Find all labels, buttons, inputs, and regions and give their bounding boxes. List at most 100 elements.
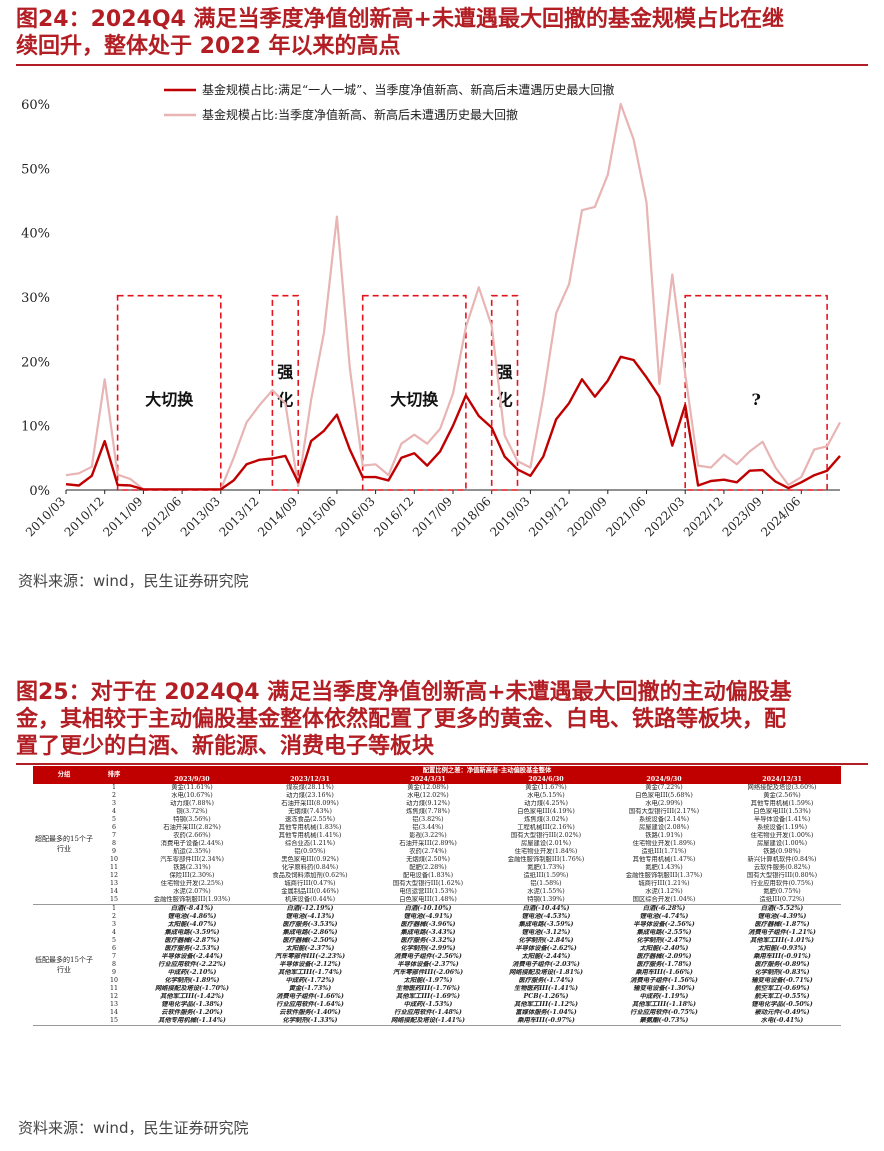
- rank-cell: 13: [109, 880, 118, 887]
- industry-cell: 其他军工III(-1.12%): [514, 1001, 578, 1008]
- industry-cell: 铝(0.95%): [294, 848, 326, 855]
- industry-cell: 城商行III(1.21%): [638, 880, 690, 887]
- table-row: 14 云软件服务(-1.20%) 云软件服务(-1.40%) 行业应用软件(-1.48…: [33, 1009, 841, 1017]
- industry-cell: 白色家电III(5.68%): [635, 792, 693, 799]
- table-row: 9 中成药(-2.10%) 其他军工III(-1.74%) 汽车零部件III(-2.0…: [33, 969, 841, 977]
- x-tick-label: 2022/03: [642, 494, 687, 539]
- industry-cell: 白色家电III(1.48%): [369, 896, 487, 905]
- industry-cell: 其他军工III(-1.01%): [750, 937, 814, 944]
- industry-cell: 化学制剂(-1.33%): [251, 1017, 369, 1026]
- industry-cell: 半导体设备(-2.37%): [397, 961, 459, 968]
- industry-cell: 航空军工(-0.69%): [754, 985, 810, 992]
- industry-cell: 其他专用机械(-1.14%): [133, 1017, 251, 1026]
- table-row: 13 锂电化学品(-1.38%) 行业应用软件(-1.64%) 中成药(-1.53%)…: [33, 1001, 841, 1009]
- rank-cell: 3: [111, 800, 116, 807]
- rank-cell: 2: [111, 913, 116, 920]
- fig24-source: 资料来源：wind，民生证券研究院: [18, 572, 249, 590]
- industry-cell: 聚氨酯(-0.73%): [605, 1017, 723, 1026]
- y-axis: 0% 10% 20% 30% 40% 50% 60%: [21, 98, 50, 499]
- industry-cell: 锂电化学品(-0.50%): [751, 1001, 813, 1008]
- fig25-title-rule: [16, 763, 868, 765]
- industry-cell: 国有大型银行III(2.02%): [510, 832, 582, 839]
- industry-cell: 金融性服饰制服III(1.76%): [507, 856, 585, 863]
- industry-cell: 网络接配及塔设(-1.41%): [369, 1017, 487, 1026]
- rank-cell: 14: [109, 888, 118, 895]
- industry-cell: 白酒(-10.44%): [522, 905, 570, 912]
- industry-cell: 行业应用软件(-0.75%): [630, 1009, 698, 1016]
- header-period: 2024/9/30: [605, 775, 723, 784]
- annotation-box: [116, 294, 222, 491]
- rank-cell: 3: [111, 921, 116, 928]
- industry-cell: 汽车零部件III(2.34%): [160, 856, 224, 863]
- industry-cell: 其他专用机械(1.59%): [750, 800, 814, 807]
- group-label: 低配最多的15个子行业: [33, 904, 95, 1026]
- industry-cell: 集成电路(-3.59%): [164, 929, 220, 936]
- annotation-box: [490, 294, 519, 491]
- header-period: 2024/3/31: [369, 775, 487, 784]
- header-period: 2024/12/31: [723, 775, 842, 784]
- industry-cell: 生物医药III(-1.76%): [396, 985, 460, 992]
- industry-cell: 水电(2.99%): [645, 800, 683, 807]
- industry-cell: 造纸III(0.72%): [723, 896, 842, 905]
- industry-cell: 锂电池(-4.53%): [521, 913, 571, 920]
- industry-cell: 锂电池(-4.74%): [639, 913, 689, 920]
- industry-cell: 集成电路(-3.59%): [518, 921, 574, 928]
- industry-cell: 化学制剂(-2.47%): [636, 937, 692, 944]
- industry-cell: 房屋建设(2.01%): [520, 840, 572, 847]
- industry-cell: 铜(3.72%): [176, 808, 208, 815]
- industry-cell: 化学制剂(-1.89%): [164, 977, 220, 984]
- industry-cell: 消费电子组件(-2.03%): [512, 961, 580, 968]
- industry-cell: 行业应用软件(0.75%): [750, 880, 814, 887]
- industry-cell: 动力煤(23.16%): [286, 792, 334, 799]
- industry-cell: 铝(3.44%): [412, 824, 444, 831]
- industry-cell: 食品及饲料添加剂(0.62%): [272, 872, 348, 879]
- industry-cell: 输变电设备(-1.30%): [633, 985, 695, 992]
- x-tick-label: 2013/03: [178, 494, 223, 539]
- industry-cell: 医疗服务(-2.53%): [164, 945, 220, 952]
- industry-cell: 金融性服饰制服III(1.93%): [133, 896, 251, 905]
- industry-cell: 无烟煤(2.50%): [406, 856, 450, 863]
- industry-cell: 住宅物业开发(2.25%): [160, 880, 224, 887]
- y-tick-label: 20%: [21, 355, 50, 370]
- group-label: 超配最多的15个子行业: [33, 784, 95, 905]
- rank-cell: 14: [109, 1009, 118, 1016]
- industry-cell: 医疗器械(-2.87%): [164, 937, 220, 944]
- industry-cell: 新兴计算机软件(0.84%): [747, 856, 817, 863]
- x-tick-label: 2019/12: [526, 494, 571, 539]
- industry-cell: 其他军工III(-1.18%): [632, 1001, 696, 1008]
- industry-cell: 锂电池(-4.91%): [403, 913, 453, 920]
- industry-cell: 农药(2.74%): [409, 848, 447, 855]
- industry-cell: 氮肥(0.75%): [763, 888, 801, 895]
- header-group: 分组: [33, 766, 95, 784]
- industry-cell: 医疗服务(-0.89%): [754, 961, 810, 968]
- annotation-label: 大切换: [145, 390, 194, 409]
- fig25-title-line1: 图25：对于在 2024Q4 满足当季度净值创新高+未遭遇最大回撤的主动偏股基: [16, 680, 792, 705]
- industry-cell: 住宅物业开发(1.84%): [514, 848, 578, 855]
- industry-cell: 化学制剂(-2.84%): [518, 937, 574, 944]
- rank-cell: 15: [95, 896, 133, 905]
- rank-cell: 9: [111, 969, 116, 976]
- x-tick-label: 2022/12: [681, 494, 726, 539]
- industry-cell: 国有大型银行III(1.62%): [392, 880, 464, 887]
- x-tick-label: 2021/06: [603, 494, 648, 539]
- industry-cell: 半导体设备(-2.12%): [279, 961, 341, 968]
- table-row: 10 汽车零部件III(2.34%) 黑色家电III(0.92%) 无烟煤(2.50%…: [33, 856, 841, 864]
- industry-cell: 铝(3.82%): [412, 816, 444, 823]
- x-tick-label: 2010/12: [62, 494, 107, 539]
- industry-cell: 金融性服饰制服III(1.37%): [625, 872, 703, 879]
- industry-cell: 水电(5.15%): [527, 792, 565, 799]
- allocation-diff-table: 分组 排序 配置比例之差：净值新高者-主动偏股基金整体 2023/9/30 20…: [33, 766, 842, 1026]
- table-row: 7 半导体设备(-2.44%) 汽车零部件III(-2.23%) 消费电子组件(-2.…: [33, 953, 841, 961]
- industry-cell: 航天军工(-0.55%): [754, 993, 810, 1000]
- header-span: 配置比例之差：净值新高者-主动偏股基金整体: [133, 766, 842, 775]
- table-row: 5 特钢(3.56%) 速冻食品(2.55%) 铝(3.82%) 炼焦煤(3.02%) 系…: [33, 816, 841, 824]
- industry-cell: 铁路(1.91%): [645, 832, 683, 839]
- industry-cell: 消费电子组件(-1.21%): [748, 929, 816, 936]
- x-tick-label: 2016/12: [371, 494, 416, 539]
- rank-cell: 10: [109, 856, 118, 863]
- industry-cell: 氮肥(1.73%): [527, 864, 565, 871]
- industry-cell: 中成药(-2.10%): [167, 969, 217, 976]
- series-lines: [65, 102, 841, 491]
- table-row: 2 水电(10.67%) 动力煤(23.16%) 水电(12.02%) 水电(5.15%…: [33, 792, 841, 800]
